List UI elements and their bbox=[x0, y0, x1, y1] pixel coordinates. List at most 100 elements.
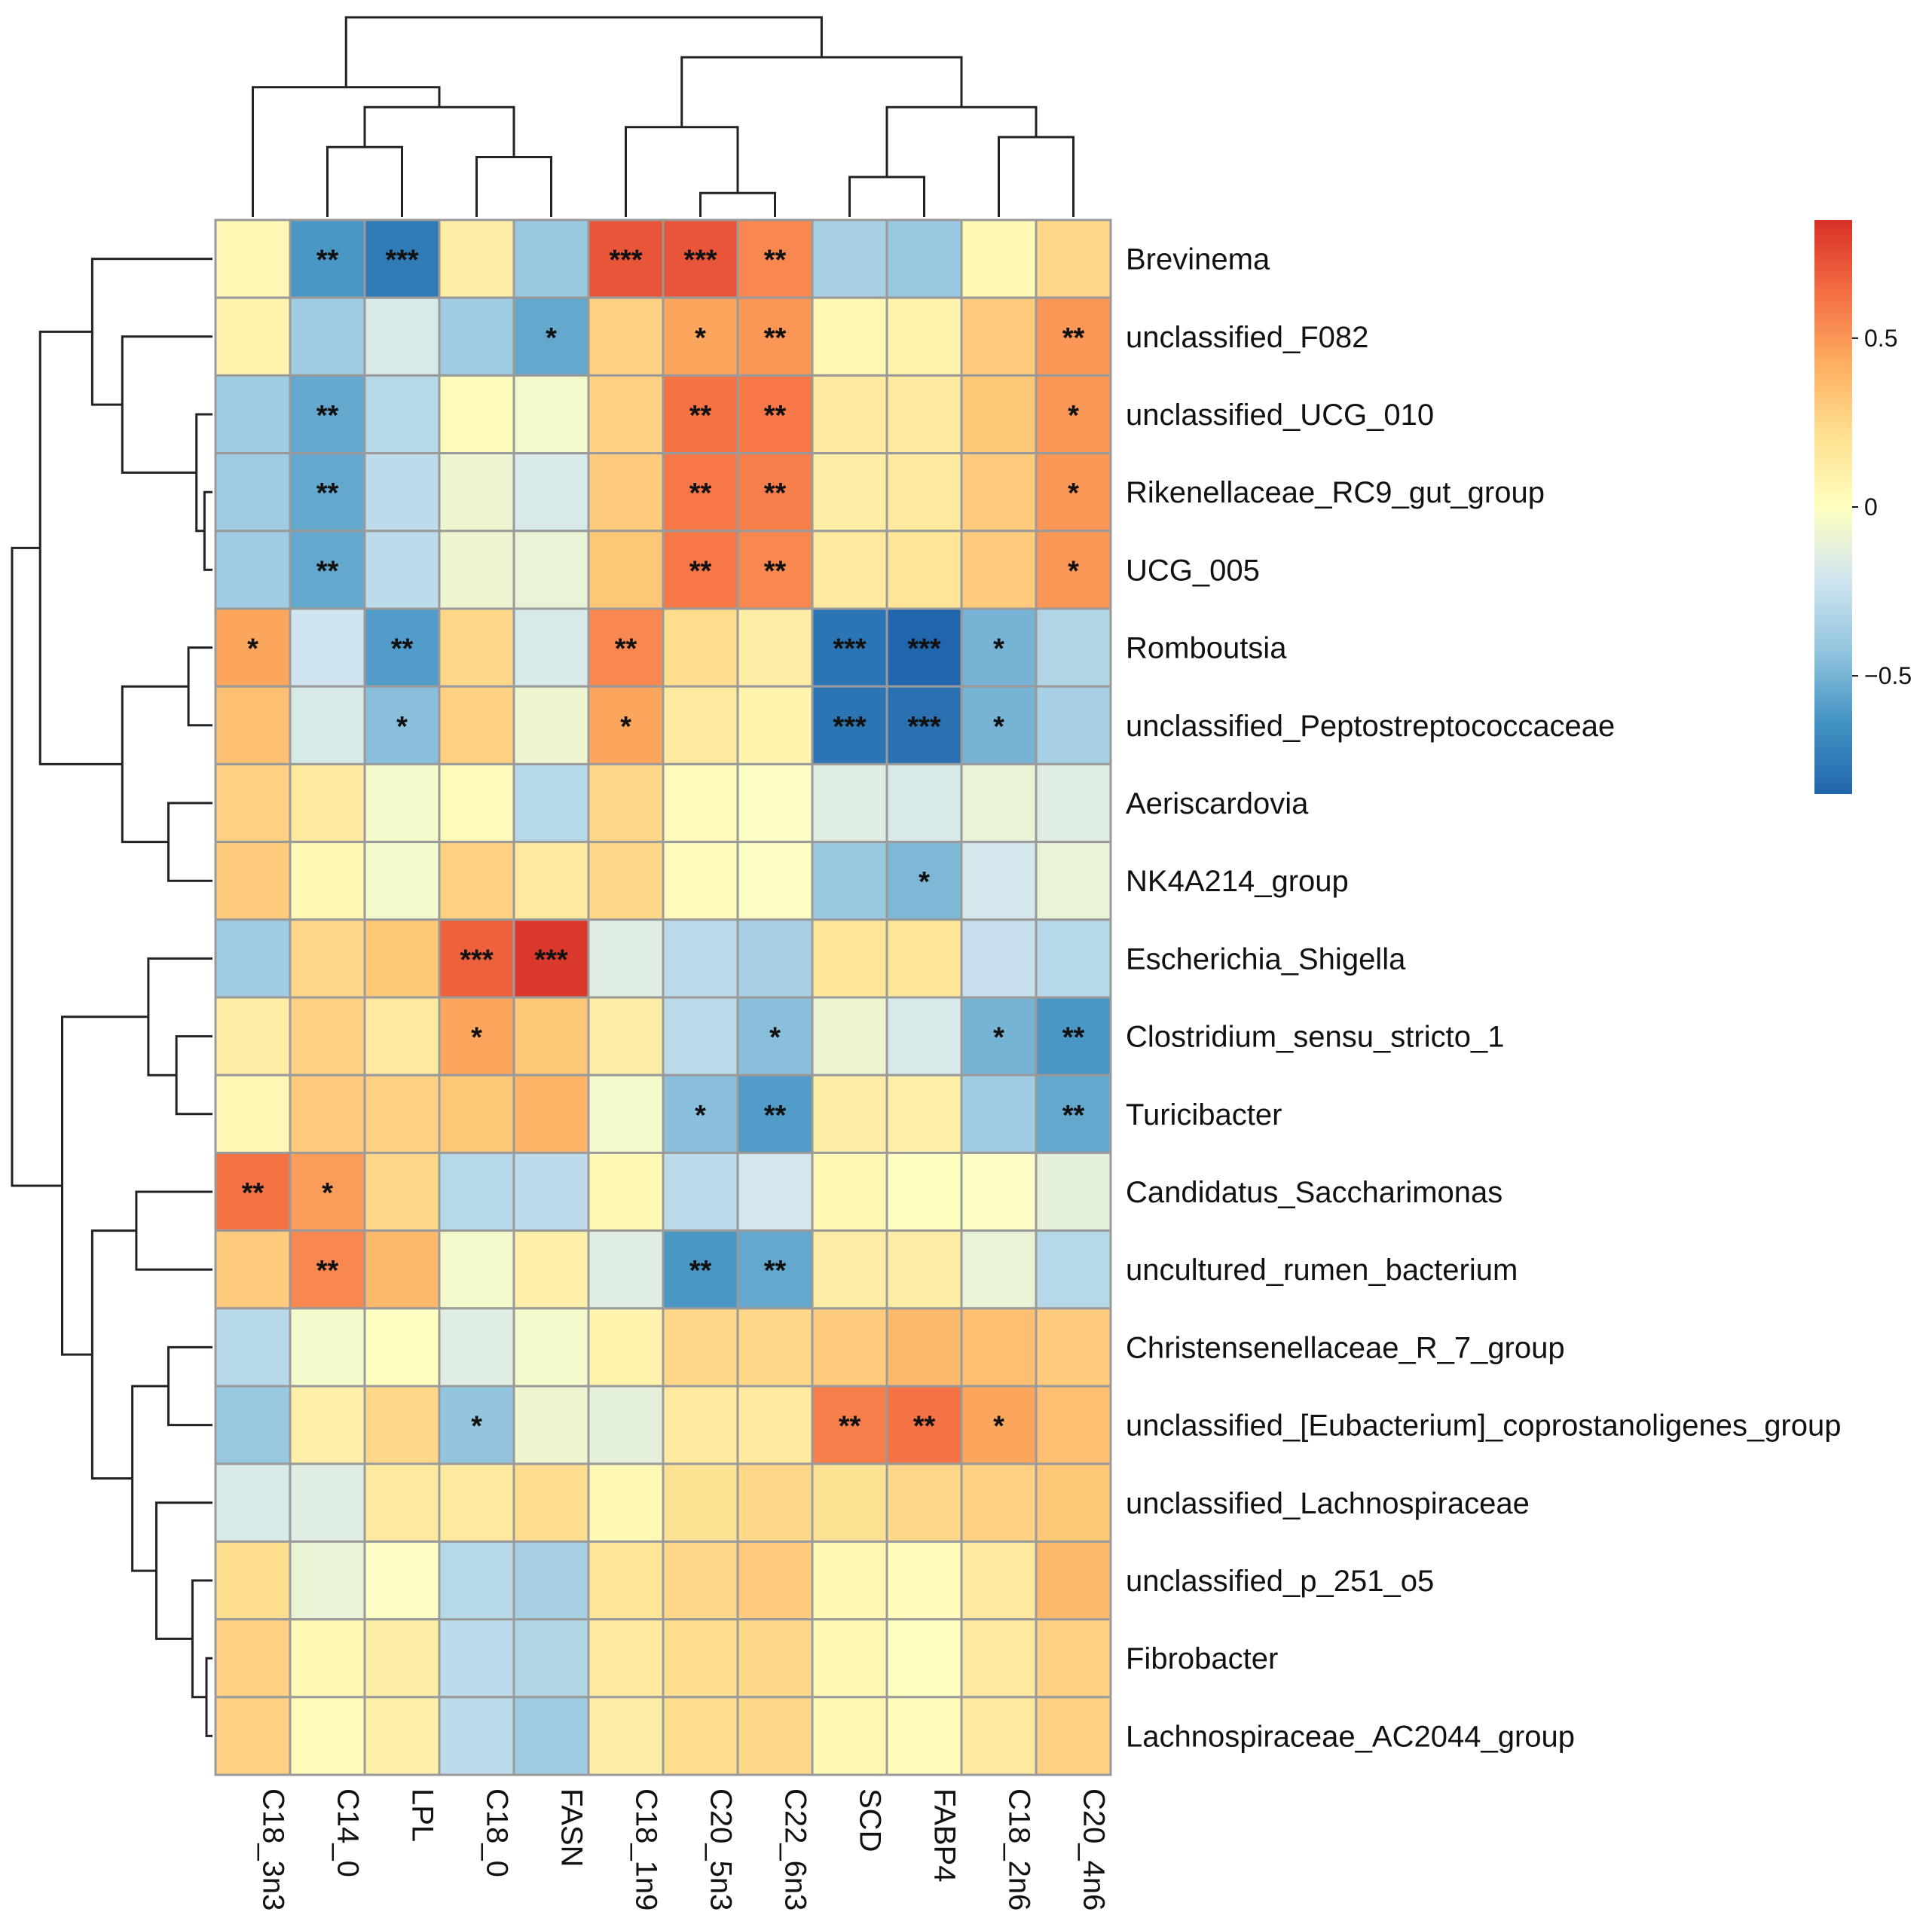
significance-star: *** bbox=[907, 634, 941, 665]
significance-star: * bbox=[471, 1411, 482, 1443]
heatmap-cell bbox=[289, 685, 366, 765]
heatmap-cell bbox=[662, 1385, 739, 1465]
heatmap-cell bbox=[512, 1540, 590, 1621]
heatmap-cell bbox=[960, 1229, 1038, 1310]
heatmap-cell bbox=[811, 218, 888, 299]
row-label: Clostridium_sensu_stricto_1 bbox=[1126, 1021, 1504, 1054]
heatmap-cell bbox=[960, 918, 1038, 999]
heatmap-cell bbox=[214, 607, 292, 688]
heatmap-cell bbox=[662, 218, 739, 299]
significance-star: *** bbox=[907, 711, 941, 743]
heatmap-cell bbox=[1035, 1307, 1112, 1388]
heatmap-cell bbox=[512, 1385, 590, 1465]
heatmap-cell bbox=[811, 762, 888, 844]
heatmap-cell bbox=[438, 841, 515, 921]
heatmap-cell bbox=[512, 607, 590, 688]
heatmap-cell bbox=[960, 296, 1038, 377]
heatmap-cell bbox=[214, 1385, 292, 1465]
heatmap-cell bbox=[1035, 1073, 1112, 1154]
heatmap-cell bbox=[885, 1618, 963, 1699]
heatmap-cell bbox=[214, 1540, 292, 1621]
heatmap-cell bbox=[885, 218, 963, 299]
heatmap-cell bbox=[885, 762, 963, 844]
heatmap-cell bbox=[363, 1696, 441, 1776]
heatmap-cell bbox=[736, 374, 814, 455]
heatmap-cell bbox=[736, 530, 814, 610]
heatmap-cell bbox=[662, 841, 739, 921]
heatmap-cell bbox=[811, 1618, 888, 1699]
dendrogram-branch bbox=[38, 330, 123, 765]
heatmap-cell bbox=[214, 530, 292, 610]
heatmap-cell bbox=[587, 607, 665, 688]
legend-tick-label: 0 bbox=[1864, 493, 1878, 521]
heatmap-cell bbox=[587, 1462, 665, 1543]
heatmap-cell bbox=[363, 1307, 441, 1388]
significance-star: * bbox=[695, 1100, 706, 1131]
heatmap-cell bbox=[438, 607, 515, 688]
heatmap-cell bbox=[438, 1073, 515, 1154]
heatmap-cell bbox=[363, 530, 441, 610]
heatmap-cell bbox=[587, 218, 665, 299]
row-label: Escherichia_Shigella bbox=[1126, 942, 1406, 976]
heatmap-cell bbox=[1035, 1151, 1112, 1232]
row-label: Fibrobacter bbox=[1126, 1642, 1278, 1675]
significance-star: ** bbox=[689, 555, 712, 587]
heatmap-cell bbox=[214, 918, 292, 999]
heatmap-cell bbox=[885, 374, 963, 455]
heatmap-cell bbox=[438, 762, 515, 844]
heatmap-cell bbox=[811, 1307, 888, 1388]
heatmap-cell bbox=[289, 841, 366, 921]
heatmap-cell bbox=[214, 841, 292, 921]
row-label: Turicibacter bbox=[1126, 1098, 1282, 1131]
significance-star: ** bbox=[316, 478, 339, 509]
heatmap-cell bbox=[214, 996, 292, 1077]
heatmap-cell bbox=[1035, 918, 1112, 999]
heatmap-cell bbox=[736, 1618, 814, 1699]
row-label: unclassified_F082 bbox=[1126, 321, 1368, 354]
heatmap-cell bbox=[960, 1696, 1038, 1776]
heatmap-cell bbox=[363, 607, 441, 688]
heatmap-cell bbox=[512, 374, 590, 455]
heatmap-cell bbox=[438, 530, 515, 610]
heatmap-cell bbox=[512, 452, 590, 533]
column-label: C18_1n9 bbox=[630, 1788, 663, 1910]
heatmap-cell bbox=[662, 762, 739, 844]
heatmap-cell bbox=[438, 1151, 515, 1232]
heatmap-cell bbox=[885, 996, 963, 1077]
significance-star: ** bbox=[689, 1255, 712, 1287]
row-label: Brevinema bbox=[1126, 243, 1270, 276]
row-label: UCG_005 bbox=[1126, 554, 1260, 587]
row-label: Lachnospiraceae_AC2044_group bbox=[1126, 1720, 1575, 1753]
heatmap-cell bbox=[960, 218, 1038, 299]
heatmap-cell bbox=[587, 374, 665, 455]
heatmap-cell bbox=[214, 1462, 292, 1543]
row-label: Rikenellaceae_RC9_gut_group bbox=[1126, 476, 1545, 509]
heatmap-cell bbox=[363, 1151, 441, 1232]
significance-star: ** bbox=[316, 245, 339, 276]
heatmap-cell bbox=[662, 607, 739, 688]
heatmap-cell bbox=[662, 1540, 739, 1621]
heatmap-cell bbox=[885, 296, 963, 377]
heatmap-cell bbox=[811, 296, 888, 377]
heatmap-cell bbox=[363, 918, 441, 999]
heatmap-cell bbox=[885, 530, 963, 610]
heatmap-cell bbox=[736, 918, 814, 999]
significance-star: * bbox=[620, 711, 631, 743]
heatmap-cell bbox=[512, 1696, 590, 1776]
significance-star: * bbox=[919, 866, 930, 898]
heatmap-cell bbox=[363, 452, 441, 533]
heatmap-cell bbox=[512, 1073, 590, 1154]
heatmap-cell bbox=[214, 1229, 292, 1310]
column-label: SCD bbox=[854, 1788, 887, 1852]
dendrogram-branch bbox=[475, 156, 552, 217]
heatmap-cell bbox=[1035, 1696, 1112, 1776]
significance-star: ** bbox=[689, 400, 712, 432]
dendrogram-branch bbox=[344, 16, 823, 87]
heatmap-cell bbox=[662, 918, 739, 999]
heatmap-cell bbox=[811, 1696, 888, 1776]
heatmap-cell bbox=[438, 685, 515, 765]
heatmap-cell bbox=[811, 530, 888, 610]
heatmap-cell bbox=[289, 452, 366, 533]
heatmap-cell bbox=[662, 1696, 739, 1776]
